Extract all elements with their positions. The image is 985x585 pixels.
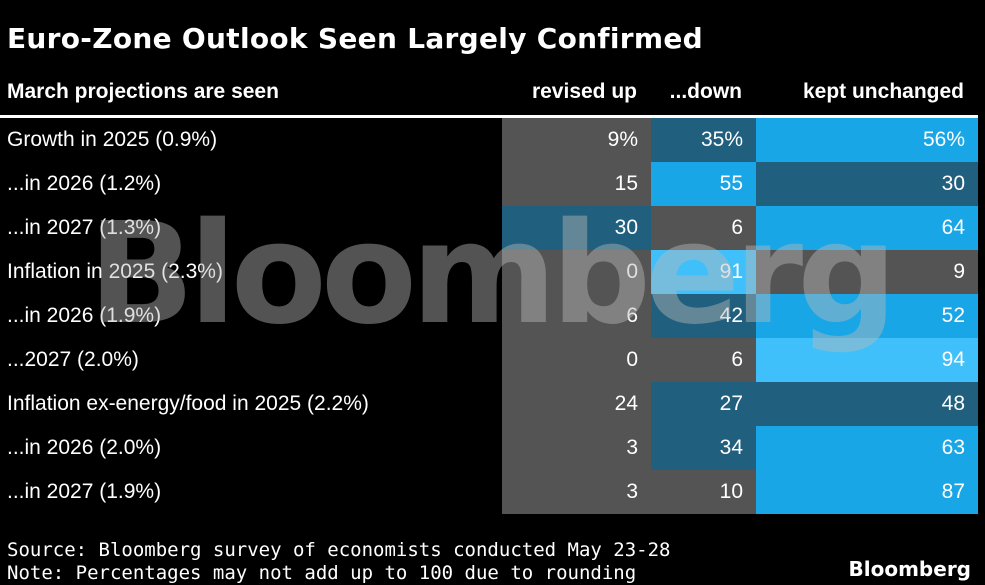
cell-kept-unchanged: 56% [756,118,978,162]
row-label: Growth in 2025 (0.9%) [7,128,218,151]
row-label: ...in 2026 (1.9%) [7,304,162,327]
cell-kept-unchanged: 30 [756,162,978,206]
cell-revised-up: 3 [502,426,651,470]
cell-revised-up: 24 [502,382,651,426]
cell-revised-down: 35% [651,118,756,162]
cell-revised-down: 27 [651,382,756,426]
footer-notes: Source: Bloomberg survey of economists c… [7,539,670,585]
row-label: ...in 2027 (1.3%) [7,216,162,239]
source-note: Source: Bloomberg survey of economists c… [7,539,671,561]
table-row: Inflation in 2025 (2.3%) 0 91 9 [0,250,978,294]
table-row: ...in 2027 (1.3%) 30 6 64 [0,206,978,250]
table-row: ...in 2026 (2.0%) 3 34 63 [0,426,978,470]
cell-kept-unchanged: 52 [756,294,978,338]
cell-kept-unchanged: 63 [756,426,978,470]
cell-revised-down: 91 [651,250,756,294]
cell-kept-unchanged: 94 [756,338,978,382]
cell-kept-unchanged: 87 [756,470,978,514]
cell-kept-unchanged: 64 [756,206,978,250]
cell-revised-up: 3 [502,470,651,514]
column-header-revised-down: ...down [669,80,742,103]
cell-kept-unchanged: 48 [756,382,978,426]
table-row: ...in 2026 (1.2%) 15 55 30 [0,162,978,206]
row-label: ...2027 (2.0%) [7,348,139,371]
cell-revised-up: 6 [502,294,651,338]
cell-kept-unchanged: 9 [756,250,978,294]
table-row: Growth in 2025 (0.9%) 9% 35% 56% [0,118,978,162]
row-label: Inflation in 2025 (2.3%) [7,260,223,283]
column-header-revised-up: revised up [531,80,637,103]
row-label: ...in 2026 (1.2%) [7,172,162,195]
cell-revised-up: 9% [502,118,651,162]
row-header: March projections are seen [7,80,279,103]
cell-revised-down: 10 [651,470,756,514]
table-row: ...in 2027 (1.9%) 3 10 87 [0,470,978,514]
table-row: Inflation ex-energy/food in 2025 (2.2%) 2… [0,382,978,426]
cell-revised-up: 15 [502,162,651,206]
cell-revised-up: 0 [502,250,651,294]
header-divider [0,115,978,118]
rounding-note: Note: Percentages may not add up to 100 … [7,562,637,584]
cell-revised-down: 55 [651,162,756,206]
cell-revised-down: 34 [651,426,756,470]
chart-title: Euro-Zone Outlook Seen Largely Confirmed [7,22,704,55]
table-row: ...2027 (2.0%) 0 6 94 [0,338,978,382]
row-label: ...in 2027 (1.9%) [7,480,162,503]
table-row: ...in 2026 (1.9%) 6 42 52 [0,294,978,338]
cell-revised-up: 0 [502,338,651,382]
cell-revised-down: 6 [651,206,756,250]
cell-revised-down: 42 [651,294,756,338]
cell-revised-down: 6 [651,338,756,382]
bloomberg-logo: Bloomberg [848,557,971,581]
row-label: Inflation ex-energy/food in 2025 (2.2%) [7,392,369,415]
column-header-kept-unchanged: kept unchanged [802,80,964,103]
cell-revised-up: 30 [502,206,651,250]
table-body: Growth in 2025 (0.9%) 9% 35% 56% ...in 2026 … [0,118,978,514]
row-label: ...in 2026 (2.0%) [7,436,162,459]
